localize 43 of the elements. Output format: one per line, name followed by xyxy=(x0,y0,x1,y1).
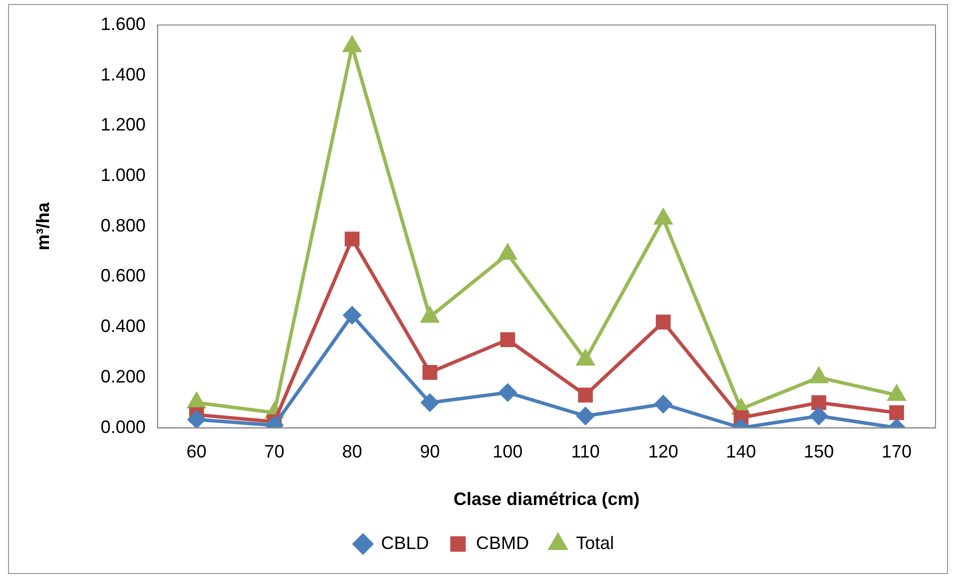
legend-label: Total xyxy=(576,532,614,553)
y-tick-label: 1.200 xyxy=(100,114,146,135)
y-tick-label: 0.800 xyxy=(100,215,146,236)
point xyxy=(421,307,439,323)
point xyxy=(422,365,438,380)
y-tick-label: 0.000 xyxy=(100,416,146,437)
x-tick-label: 90 xyxy=(420,442,440,462)
legend-label: CBLD xyxy=(380,532,429,553)
x-tick-label: 60 xyxy=(186,442,207,462)
point xyxy=(343,36,361,52)
point xyxy=(344,232,360,246)
point xyxy=(498,384,516,402)
point xyxy=(654,395,672,413)
point xyxy=(421,394,439,412)
point xyxy=(811,395,826,410)
point xyxy=(889,405,904,420)
x-tick-label: 170 xyxy=(882,442,912,462)
point xyxy=(499,244,516,260)
y-tick-label: 1.600 xyxy=(100,14,146,34)
point xyxy=(500,332,516,348)
x-tick-label: 150 xyxy=(804,442,834,462)
point xyxy=(576,407,594,425)
point xyxy=(578,388,593,402)
y-axis-title: m³/ha xyxy=(32,201,53,250)
x-tick-label: 120 xyxy=(648,442,678,462)
x-tick-label: 140 xyxy=(726,442,756,462)
y-tick-label: 1.000 xyxy=(100,165,146,186)
y-tick-label: 0.200 xyxy=(100,366,146,386)
point xyxy=(654,209,672,225)
y-tick-label: 0.600 xyxy=(100,266,146,286)
y-tick-label: 1.400 xyxy=(100,64,146,84)
legend-label: CBMD xyxy=(476,532,529,553)
x-tick-label: 110 xyxy=(571,442,600,462)
x-axis-title: Clase diamétrica (cm) xyxy=(454,489,640,510)
x-tick-label: 100 xyxy=(492,442,523,462)
x-tick-label: 80 xyxy=(342,442,362,462)
point xyxy=(576,350,594,366)
point xyxy=(656,314,671,330)
point xyxy=(188,410,206,428)
point xyxy=(810,407,828,425)
x-tick-label: 70 xyxy=(264,442,284,462)
y-tick-label: 0.400 xyxy=(100,316,146,336)
point xyxy=(343,306,361,324)
